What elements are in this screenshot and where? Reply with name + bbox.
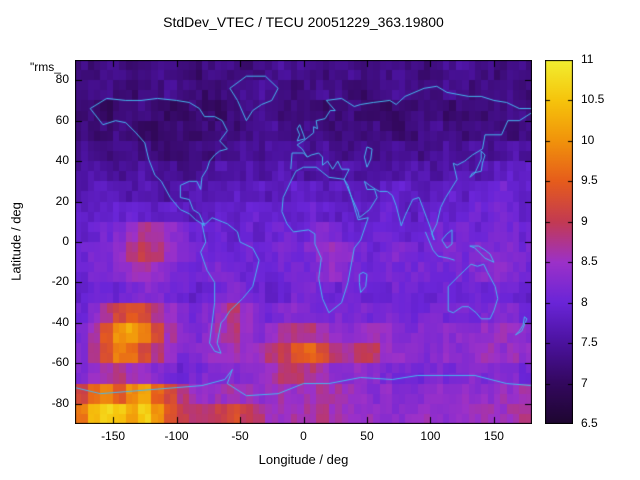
x-tick-label: 150 (483, 429, 504, 443)
y-tick-label: 0 (62, 234, 69, 248)
y-tick-label: 60 (55, 112, 69, 127)
colorbar-canvas (545, 60, 573, 424)
colorbar-tick-label: 7.5 (581, 335, 598, 350)
colorbar-tick-label: 6.5 (581, 416, 598, 430)
x-tick-label: -150 (101, 429, 126, 443)
y-tick-label: -80 (51, 395, 69, 410)
x-tick-label: -50 (231, 429, 249, 443)
y-tick-label: -40 (51, 314, 69, 329)
colorbar-tick-label: 11 (581, 52, 594, 66)
plot-title: StdDev_VTEC / TECU 20051229_363.19800 (163, 14, 444, 30)
rms-artifact-label: "rms_ (30, 60, 61, 74)
y-tick-label: -60 (51, 355, 69, 370)
y-tick-label: 40 (55, 153, 69, 168)
colorbar-tick-label: 8.5 (581, 254, 598, 269)
colorbar-tick-label: 10 (581, 132, 595, 147)
colorbar-tick-label: 10.5 (581, 92, 605, 107)
y-tick-label: 20 (55, 193, 69, 208)
colorbar-tick-label: 8 (581, 294, 588, 309)
x-tick-label: 0 (300, 429, 307, 443)
colorbar-tick-label: 9.5 (581, 173, 598, 188)
colorbar-tick-label: 9 (581, 213, 588, 228)
colorbar-tick-label: 7 (581, 375, 588, 390)
x-axis-label: Longitude / deg (258, 452, 349, 467)
y-tick-label: -20 (51, 274, 69, 289)
x-tick-label: 100 (420, 429, 441, 443)
y-tick-label: 80 (55, 72, 69, 87)
x-tick-label: 50 (360, 429, 374, 443)
heatmap-map-canvas (75, 60, 532, 424)
x-tick-label: -100 (164, 429, 189, 443)
y-axis-label: Latitude / deg (8, 202, 24, 281)
